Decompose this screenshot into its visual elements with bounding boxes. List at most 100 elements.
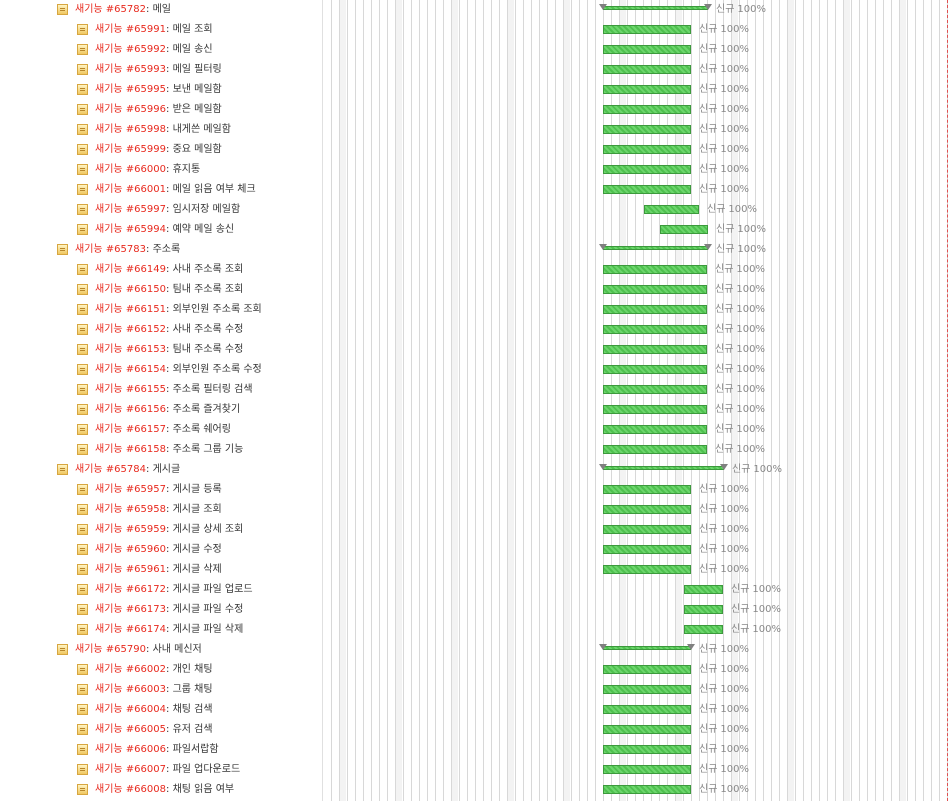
issue-row[interactable]: 새기능 #65959: 게시글 상세 조회 <box>0 522 322 538</box>
task-progress-bar[interactable] <box>684 625 723 634</box>
issue-row[interactable]: 새기능 #66001: 메일 읽음 여부 체크 <box>0 182 322 198</box>
issue-link[interactable]: 새기능 #65993: 메일 필터링 <box>95 64 222 75</box>
issue-row[interactable]: 새기능 #65957: 게시글 등록 <box>0 482 322 498</box>
issue-row[interactable]: 새기능 #66158: 주소록 그룹 기능 <box>0 442 322 458</box>
task-progress-bar[interactable] <box>603 785 691 794</box>
issue-row[interactable]: 새기능 #65997: 임시저장 메일함 <box>0 202 322 218</box>
parent-issue-row[interactable]: 새기능 #65790: 사내 메신저 <box>0 642 322 658</box>
issue-row[interactable]: 새기능 #66008: 채팅 읽음 여부 <box>0 782 322 798</box>
parent-progress-bar[interactable] <box>603 6 708 10</box>
issue-row[interactable]: 새기능 #66005: 유저 검색 <box>0 722 322 738</box>
issue-link[interactable]: 새기능 #66149: 사내 주소록 조회 <box>95 264 244 275</box>
issue-row[interactable]: 새기능 #65991: 메일 조회 <box>0 22 322 38</box>
task-progress-bar[interactable] <box>603 765 691 774</box>
task-progress-bar[interactable] <box>603 145 691 154</box>
task-progress-bar[interactable] <box>603 185 691 194</box>
task-progress-bar[interactable] <box>603 725 691 734</box>
issue-link[interactable]: 새기능 #65957: 게시글 등록 <box>95 484 222 495</box>
task-progress-bar[interactable] <box>603 565 691 574</box>
task-progress-bar[interactable] <box>603 705 691 714</box>
issue-row[interactable]: 새기능 #66002: 개인 채팅 <box>0 662 322 678</box>
issue-row[interactable]: 새기능 #66003: 그룹 채팅 <box>0 682 322 698</box>
parent-progress-bar[interactable] <box>603 466 724 470</box>
issue-row[interactable]: 새기능 #65993: 메일 필터링 <box>0 62 322 78</box>
task-progress-bar[interactable] <box>603 125 691 134</box>
task-progress-bar[interactable] <box>603 105 691 114</box>
issue-link[interactable]: 새기능 #66003: 그룹 채팅 <box>95 684 213 695</box>
task-progress-bar[interactable] <box>603 665 691 674</box>
task-progress-bar[interactable] <box>603 285 707 294</box>
issue-link[interactable]: 새기능 #66002: 개인 채팅 <box>95 664 213 675</box>
issue-row[interactable]: 새기능 #65961: 게시글 삭제 <box>0 562 322 578</box>
issue-row[interactable]: 새기능 #66004: 채팅 검색 <box>0 702 322 718</box>
issue-row[interactable]: 새기능 #65998: 내게쓴 메일함 <box>0 122 322 138</box>
task-progress-bar[interactable] <box>603 525 691 534</box>
issue-link[interactable]: 새기능 #66173: 게시글 파일 수정 <box>95 604 244 615</box>
task-progress-bar[interactable] <box>603 45 691 54</box>
task-progress-bar[interactable] <box>603 445 707 454</box>
issue-row[interactable]: 새기능 #66152: 사내 주소록 수정 <box>0 322 322 338</box>
task-progress-bar[interactable] <box>603 405 707 414</box>
issue-link[interactable]: 새기능 #66007: 파일 업다운로드 <box>95 764 241 775</box>
issue-row[interactable]: 새기능 #66155: 주소록 필터링 검색 <box>0 382 322 398</box>
issue-row[interactable]: 새기능 #65996: 받은 메일함 <box>0 102 322 118</box>
issue-row[interactable]: 새기능 #66150: 팀내 주소록 조회 <box>0 282 322 298</box>
task-progress-bar[interactable] <box>603 545 691 554</box>
issue-link[interactable]: 새기능 #65960: 게시글 수정 <box>95 544 222 555</box>
issue-link[interactable]: 새기능 #66154: 외부인원 주소록 수정 <box>95 364 262 375</box>
issue-row[interactable]: 새기능 #65958: 게시글 조회 <box>0 502 322 518</box>
task-progress-bar[interactable] <box>603 65 691 74</box>
issue-link[interactable]: 새기능 #66150: 팀내 주소록 조회 <box>95 284 244 295</box>
issue-row[interactable]: 새기능 #66174: 게시글 파일 삭제 <box>0 622 322 638</box>
issue-link[interactable]: 새기능 #66004: 채팅 검색 <box>95 704 213 715</box>
issue-link[interactable]: 새기능 #66172: 게시글 파일 업로드 <box>95 584 253 595</box>
task-progress-bar[interactable] <box>603 505 691 514</box>
issue-link[interactable]: 새기능 #65790: 사내 메신저 <box>75 644 202 655</box>
issue-link[interactable]: 새기능 #66174: 게시글 파일 삭제 <box>95 624 244 635</box>
parent-progress-bar[interactable] <box>603 246 708 250</box>
issue-link[interactable]: 새기능 #65784: 게시글 <box>75 464 181 475</box>
issue-row[interactable]: 새기능 #66157: 주소록 쉐어링 <box>0 422 322 438</box>
parent-progress-bar[interactable] <box>603 646 691 650</box>
issue-link[interactable]: 새기능 #65997: 임시저장 메일함 <box>95 204 241 215</box>
issue-row[interactable]: 새기능 #66156: 주소록 즐겨찾기 <box>0 402 322 418</box>
issue-link[interactable]: 새기능 #65992: 메일 송신 <box>95 44 213 55</box>
issue-link[interactable]: 새기능 #66156: 주소록 즐겨찾기 <box>95 404 241 415</box>
issue-row[interactable]: 새기능 #66173: 게시글 파일 수정 <box>0 602 322 618</box>
issue-link[interactable]: 새기능 #66000: 휴지통 <box>95 164 201 175</box>
task-progress-bar[interactable] <box>644 205 699 214</box>
issue-row[interactable]: 새기능 #65995: 보낸 메일함 <box>0 82 322 98</box>
task-progress-bar[interactable] <box>603 365 707 374</box>
task-progress-bar[interactable] <box>603 325 707 334</box>
parent-issue-row[interactable]: 새기능 #65784: 게시글 <box>0 462 322 478</box>
task-progress-bar[interactable] <box>684 605 723 614</box>
issue-row[interactable]: 새기능 #66153: 팀내 주소록 수정 <box>0 342 322 358</box>
issue-row[interactable]: 새기능 #65994: 예약 메일 송신 <box>0 222 322 238</box>
task-progress-bar[interactable] <box>660 225 708 234</box>
task-progress-bar[interactable] <box>684 585 723 594</box>
task-progress-bar[interactable] <box>603 385 707 394</box>
issue-row[interactable]: 새기능 #66172: 게시글 파일 업로드 <box>0 582 322 598</box>
issue-link[interactable]: 새기능 #65996: 받은 메일함 <box>95 104 222 115</box>
issue-row[interactable]: 새기능 #65992: 메일 송신 <box>0 42 322 58</box>
parent-issue-row[interactable]: 새기능 #65783: 주소록 <box>0 242 322 258</box>
issue-row[interactable]: 새기능 #66006: 파일서랍함 <box>0 742 322 758</box>
task-progress-bar[interactable] <box>603 345 707 354</box>
issue-link[interactable]: 새기능 #65991: 메일 조회 <box>95 24 213 35</box>
issue-link[interactable]: 새기능 #65959: 게시글 상세 조회 <box>95 524 244 535</box>
task-progress-bar[interactable] <box>603 685 691 694</box>
issue-link[interactable]: 새기능 #65783: 주소록 <box>75 244 181 255</box>
task-progress-bar[interactable] <box>603 85 691 94</box>
issue-row[interactable]: 새기능 #65999: 중요 메일함 <box>0 142 322 158</box>
issue-link[interactable]: 새기능 #66005: 유저 검색 <box>95 724 213 735</box>
issue-link[interactable]: 새기능 #65958: 게시글 조회 <box>95 504 222 515</box>
issue-link[interactable]: 새기능 #66157: 주소록 쉐어링 <box>95 424 231 435</box>
task-progress-bar[interactable] <box>603 165 691 174</box>
issue-link[interactable]: 새기능 #66008: 채팅 읽음 여부 <box>95 784 235 795</box>
issue-row[interactable]: 새기능 #66007: 파일 업다운로드 <box>0 762 322 778</box>
issue-link[interactable]: 새기능 #66153: 팀내 주소록 수정 <box>95 344 244 355</box>
task-progress-bar[interactable] <box>603 265 707 274</box>
issue-row[interactable]: 새기능 #66149: 사내 주소록 조회 <box>0 262 322 278</box>
issue-row[interactable]: 새기능 #66000: 휴지통 <box>0 162 322 178</box>
issue-row[interactable]: 새기능 #65960: 게시글 수정 <box>0 542 322 558</box>
